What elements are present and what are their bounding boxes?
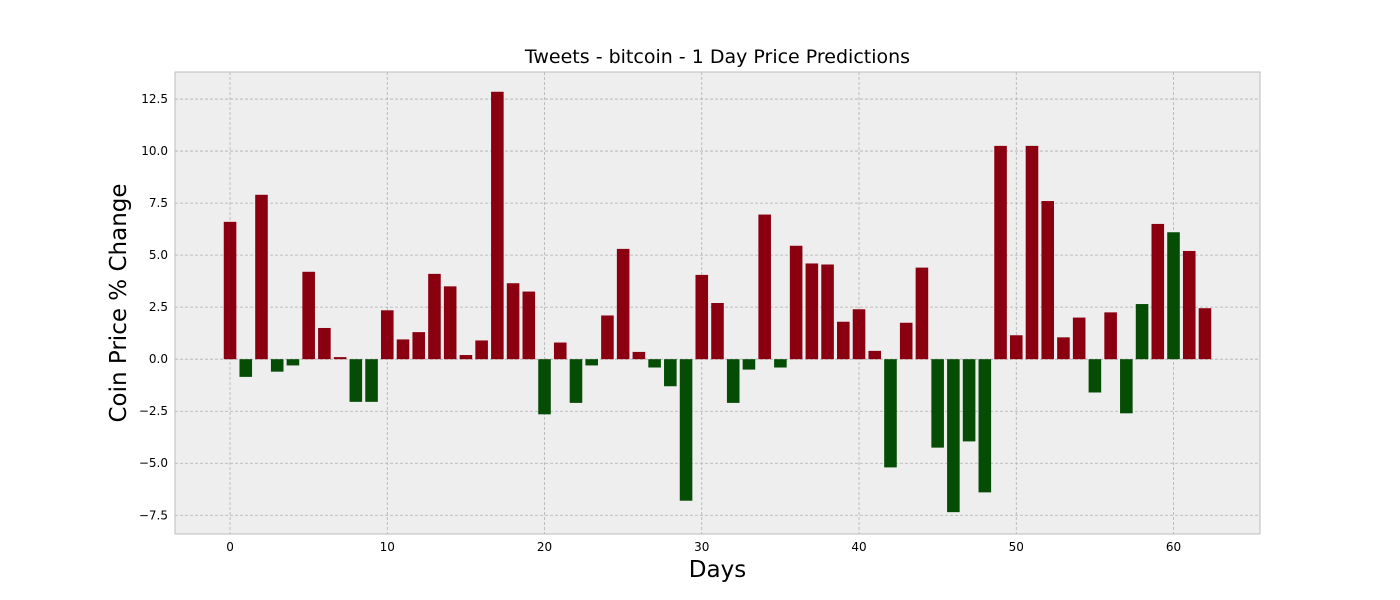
y-tick-label: 7.5 (149, 196, 168, 210)
bar (396, 339, 410, 360)
x-tick-label: 20 (537, 540, 552, 554)
bar (1135, 304, 1149, 360)
bar (365, 359, 378, 402)
y-tick-label: 0.0 (149, 352, 168, 366)
bar (1057, 337, 1070, 360)
y-tick-label: 2.5 (149, 300, 168, 314)
bar (1120, 359, 1133, 414)
x-tick-label: 10 (380, 540, 395, 554)
y-axis-title: Coin Price % Change (106, 183, 132, 422)
bar (302, 271, 315, 360)
y-tick-label: 12.5 (141, 92, 168, 106)
bar (1182, 250, 1196, 360)
bar (553, 342, 567, 360)
x-tick-label: 60 (1166, 540, 1181, 554)
bar (585, 359, 598, 366)
bar (428, 273, 441, 360)
bar (349, 359, 363, 402)
bar (380, 310, 394, 360)
bar (915, 267, 929, 360)
ticks: 0 10 20 30 40 50 60 −7.5 −5.0 −2.5 0.0 2.5 5.0 7.5 10.… (139, 92, 1181, 554)
bar (821, 264, 834, 360)
bar (648, 359, 661, 368)
bar (695, 274, 709, 360)
bar (1151, 223, 1165, 360)
bar (1104, 312, 1117, 360)
bar (412, 332, 426, 360)
y-tick-label: 5.0 (149, 248, 168, 262)
bar (1198, 308, 1212, 360)
bar (239, 359, 253, 377)
bar (805, 263, 819, 360)
bar (1072, 317, 1086, 360)
bar (742, 359, 756, 370)
x-tick-label: 40 (851, 540, 866, 554)
bar (758, 214, 771, 360)
bar (333, 357, 347, 360)
bar (711, 303, 724, 360)
bar (459, 355, 473, 360)
bar (475, 340, 488, 360)
bars (223, 91, 1212, 513)
y-tick-label: −5.0 (139, 456, 168, 470)
bar (286, 359, 300, 366)
y-tick-label: −2.5 (139, 404, 168, 418)
bar (1088, 359, 1102, 393)
bar (679, 359, 693, 501)
bar (978, 359, 992, 493)
bar (522, 291, 536, 360)
bar (506, 283, 520, 360)
x-axis-title: Days (689, 557, 746, 583)
bar (868, 350, 882, 360)
bar (789, 245, 803, 360)
bar (774, 359, 787, 368)
chart-title: Tweets - bitcoin - 1 Day Price Predictio… (524, 46, 910, 68)
bar (947, 359, 960, 513)
y-tick-label: −7.5 (139, 508, 168, 522)
x-tick-label: 0 (226, 540, 234, 554)
x-tick-label: 50 (1009, 540, 1024, 554)
bar (223, 221, 237, 360)
bar (601, 315, 614, 360)
bar (1025, 145, 1039, 360)
bar (837, 321, 850, 360)
bar (632, 351, 646, 360)
bar (270, 359, 284, 372)
bar (664, 359, 677, 387)
bar (726, 359, 740, 403)
bar (994, 145, 1007, 360)
bar (899, 322, 913, 360)
bar (1009, 335, 1023, 360)
bar (318, 327, 331, 360)
bar (538, 359, 551, 415)
bar (962, 359, 976, 442)
x-tick-label: 30 (694, 540, 709, 554)
plot-frame (174, 71, 1261, 535)
bar (931, 359, 944, 448)
bar (443, 286, 457, 360)
bar (1041, 201, 1055, 360)
bar (852, 309, 866, 360)
bar (616, 248, 630, 360)
bar (1167, 232, 1180, 360)
bar (884, 359, 897, 468)
bar (491, 91, 504, 360)
y-tick-label: 10.0 (141, 144, 168, 158)
bar (569, 359, 583, 403)
bar (255, 194, 268, 360)
